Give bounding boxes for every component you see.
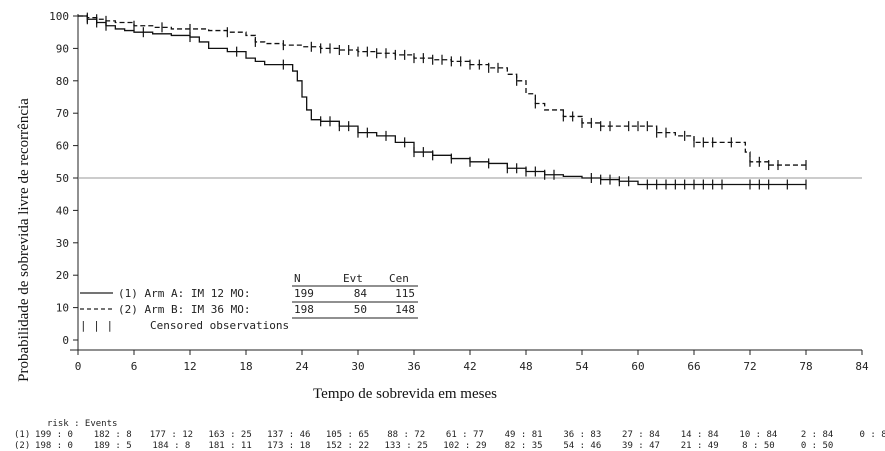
risk-cell: 0 : 50 [801,441,834,451]
risk-cell: 163 : 25 [208,430,251,440]
x-axis-label: Tempo de sobrevida em meses [313,386,497,402]
y-tick-label: 50 [56,172,69,185]
y-tick-label: 30 [56,237,69,250]
x-tick-label: 42 [463,360,476,373]
x-tick-label: 30 [351,360,364,373]
y-tick-label: 40 [56,204,69,217]
y-tick-label: 20 [56,269,69,282]
risk-cell: 88 : 72 [387,430,425,440]
risk-cell: 184 : 8 [152,441,190,451]
risk-cell: 181 : 11 [208,441,251,451]
x-tick-label: 48 [519,360,532,373]
x-tick-label: 24 [295,360,309,373]
x-tick-label: 66 [687,360,700,373]
legend-censor-label: Censored observations [150,319,289,332]
legend: N Evt Cen (1) Arm A: IM 12 MO: 199 84 11… [80,272,418,332]
risk-cell: 10 : 84 [739,430,777,440]
risk-cell: 49 : 81 [505,430,543,440]
risk-cell: 8 : 50 [742,441,775,451]
risk-cell: 2 : 84 [801,430,834,440]
x-tick-label: 84 [855,360,869,373]
y-tick-label: 70 [56,107,69,120]
risk-cell: 133 : 25 [385,441,428,451]
legend-label-arm-a: (1) Arm A: IM 12 MO: [118,287,250,300]
risk-cell: 182 : 8 [94,430,132,440]
risk-cell: 198 : 0 [35,441,73,451]
y-tick-label: 60 [56,140,69,153]
risk-row-label-1: (1) [14,430,30,440]
x-tick-label: 60 [631,360,644,373]
risk-cell: 54 : 46 [563,441,601,451]
legend-header-cen: Cen [389,272,409,285]
x-tick-label: 6 [131,360,138,373]
legend-n-arm-b: 198 [294,303,314,316]
risk-table: risk : Events (1) (2) 199 : 0 182 : 8 177 … [14,419,885,451]
x-tick-label: 54 [575,360,589,373]
legend-header-evt: Evt [343,272,363,285]
risk-table-header: risk : Events [47,419,117,429]
legend-cen-arm-a: 115 [395,287,415,300]
y-tick-label: 100 [49,10,69,23]
series-line-arm-a [78,15,806,186]
legend-censor-symbol: | | | [80,319,113,332]
risk-cell: 177 : 12 [150,430,193,440]
x-tick-label: 36 [407,360,420,373]
risk-row-label-2: (2) [14,441,30,451]
risk-cell: 137 : 46 [267,430,310,440]
risk-cell: 36 : 83 [563,430,601,440]
legend-evt-arm-b: 50 [354,303,367,316]
legend-evt-arm-a: 84 [354,287,368,300]
x-tick-label: 18 [239,360,252,373]
risk-cell: 39 : 47 [622,441,660,451]
risk-cell: 82 : 35 [505,441,543,451]
y-axis-label: Probabilidade de sobrevida livre de reco… [16,98,32,382]
risk-cell: 0 : 84 [860,430,885,440]
risk-cell: 152 : 22 [326,441,369,451]
series-line-arm-b [78,15,806,166]
legend-header-n: N [294,272,301,285]
risk-cell: 27 : 84 [622,430,660,440]
risk-cell: 199 : 0 [35,430,73,440]
x-tick-label: 72 [743,360,756,373]
y-tick-label: 80 [56,75,69,88]
risk-cell: 21 : 49 [681,441,719,451]
risk-cell: 189 : 5 [94,441,132,451]
risk-cell: 61 : 77 [446,430,484,440]
legend-cen-arm-b: 148 [395,303,415,316]
x-tick-label: 78 [799,360,812,373]
legend-label-arm-b: (2) Arm B: IM 36 MO: [118,303,250,316]
legend-n-arm-a: 199 [294,287,314,300]
risk-cell: 105 : 65 [326,430,369,440]
x-tick-label: 12 [183,360,196,373]
y-tick-label: 90 [56,42,69,55]
x-tick-label: 0 [75,360,82,373]
risk-cell: 102 : 29 [443,441,486,451]
risk-cell: 173 : 18 [267,441,310,451]
risk-cell: 14 : 84 [681,430,719,440]
y-tick-label: 10 [56,302,69,315]
y-tick-label: 0 [62,334,69,347]
